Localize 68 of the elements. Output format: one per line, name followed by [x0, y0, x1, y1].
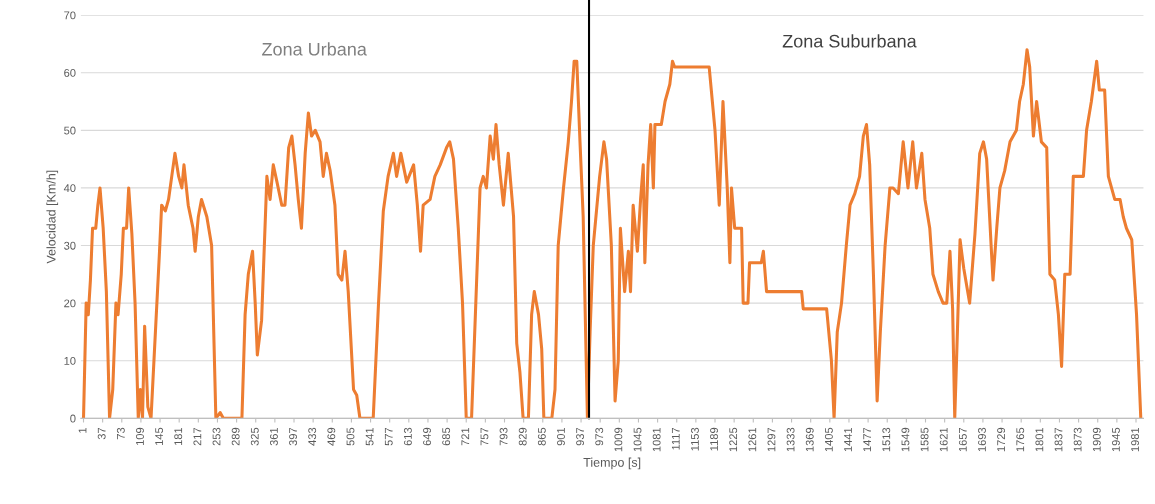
x-tick-label: 433: [308, 427, 317, 446]
x-tick-label: 937: [576, 427, 585, 446]
x-tick-label: 757: [480, 427, 489, 446]
x-tick-label: 1: [78, 427, 87, 433]
x-tick-label: 1873: [1073, 427, 1082, 452]
x-tick-label: 1909: [1092, 427, 1101, 452]
x-tick-label: 1081: [652, 427, 661, 452]
x-tick-label: 649: [423, 427, 431, 446]
x-tick-label: 1513: [882, 427, 891, 452]
y-tick-label: 70: [64, 11, 76, 20]
x-tick-label: 505: [346, 427, 355, 446]
x-tick-label: 253: [212, 427, 221, 446]
x-tick-label: 289: [231, 427, 240, 446]
y-tick-label: 60: [64, 68, 76, 77]
x-tick-label: 1981: [1131, 427, 1139, 452]
x-tick-label: 1441: [844, 427, 852, 452]
x-tick-label: 1693: [978, 427, 986, 452]
x-tick-label: 721: [461, 427, 470, 446]
x-tick-label: 37: [97, 427, 106, 440]
x-tick-label: 1225: [729, 427, 738, 452]
x-tick-label: 325: [250, 427, 259, 446]
x-tick-label: 1657: [958, 427, 967, 452]
x-tick-label: 1369: [805, 427, 814, 452]
x-tick-label: 1117: [671, 427, 680, 450]
x-tick-label: 1297: [767, 427, 776, 452]
annotation: Zona Suburbana: [782, 34, 917, 48]
x-tick-label: 1405: [824, 427, 833, 452]
x-tick-label: 109: [136, 427, 144, 446]
x-tick-label: 1837: [1054, 427, 1063, 452]
x-tick-label: 1477: [863, 427, 871, 452]
x-tick-label: 1153: [690, 427, 699, 451]
x-tick-label: 1009: [614, 427, 623, 452]
x-tick-label: 217: [193, 427, 202, 446]
x-tick-label: 1801: [1035, 427, 1044, 452]
x-tick-label: 901: [557, 427, 565, 446]
x-tick-label: 1765: [1016, 427, 1025, 452]
x-tick-label: 613: [403, 427, 412, 446]
x-tick-label: 181: [174, 427, 183, 446]
x-tick-label: 73: [116, 427, 125, 440]
y-axis-title: Velocidad [Km/h]: [46, 170, 59, 264]
x-tick-label: 829: [518, 427, 527, 446]
x-tick-label: 1333: [786, 427, 795, 452]
x-tick-label: 1945: [1111, 427, 1120, 452]
x-axis-title: Tiempo [s]: [583, 457, 641, 470]
x-tick-label: 361: [269, 427, 278, 446]
y-tick-label: 40: [63, 184, 76, 193]
y-tick-label: 50: [64, 126, 76, 135]
y-tick-label: 0: [70, 414, 76, 423]
x-tick-label: 469: [327, 427, 336, 446]
y-tick-label: 30: [64, 241, 76, 250]
x-tick-label: 1261: [748, 427, 757, 452]
x-tick-label: 1585: [920, 427, 929, 452]
x-tick-label: 1549: [901, 427, 910, 452]
x-tick-label: 973: [595, 427, 604, 446]
x-tick-label: 1729: [997, 427, 1006, 452]
y-tick-label: 10: [64, 356, 76, 365]
annotation: Zona Urbana: [262, 42, 367, 56]
x-tick-label: 1621: [939, 427, 948, 452]
x-tick-label: 793: [499, 427, 508, 446]
x-tick-label: 145: [155, 427, 164, 446]
y-tick-label: 20: [64, 299, 76, 308]
x-tick-label: 685: [442, 427, 451, 446]
x-tick-label: 865: [537, 427, 546, 446]
x-tick-label: 1189: [710, 427, 718, 451]
x-tick-label: 541: [365, 427, 374, 446]
x-tick-label: 577: [384, 427, 393, 446]
x-tick-label: 397: [289, 427, 297, 446]
x-tick-label: 1045: [633, 427, 642, 452]
